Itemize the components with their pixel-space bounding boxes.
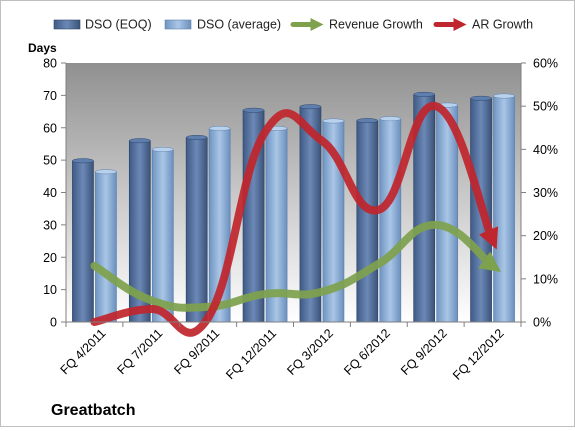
- bar-dso-eoq-cap: [129, 138, 151, 144]
- y2-tick-label: 0%: [533, 316, 551, 330]
- legend-label-revenue-growth: Revenue Growth: [329, 18, 423, 32]
- bar-dso-average-cap: [493, 93, 515, 99]
- y-axis-ticks: 0 10 20 30 40 50 60 70 80: [43, 57, 66, 330]
- y2-tick-label: 50%: [533, 100, 558, 114]
- bar-dso-average: [151, 149, 174, 323]
- y-tick-label: 30: [43, 218, 57, 232]
- bar-dso-average-cap: [152, 146, 174, 152]
- bar-dso-eoq-cap: [72, 158, 94, 164]
- bar-dso-average-cap: [379, 116, 402, 122]
- y2-axis-ticks: 0% 10% 20% 30% 40% 50% 60%: [521, 57, 558, 330]
- x-axis-ticks: FQ 4/2011 FQ 7/2011 FQ 9/2011 FQ 12/2011 FQ …: [58, 322, 522, 383]
- bar-dso-average-cap: [208, 125, 231, 131]
- bar-dso-eoq-cap: [413, 91, 435, 97]
- y2-tick-label: 20%: [533, 229, 558, 243]
- line-revenue-growth: [90, 220, 501, 312]
- y2-tick-label: 40%: [533, 143, 558, 157]
- bar-dso-eoq-cap: [356, 118, 379, 124]
- bar-dso-average: [379, 118, 402, 323]
- x-tick-label: FQ 12/2011: [223, 326, 279, 382]
- y-tick-label: 60: [43, 121, 57, 135]
- legend-label-dso-average: DSO (average): [197, 18, 281, 32]
- legend-label-dso-eoq: DSO (EOQ): [85, 18, 152, 32]
- y-tick-label: 50: [43, 154, 57, 168]
- bar-dso-average: [493, 95, 515, 323]
- bar-dso-eoq-cap: [470, 95, 492, 101]
- y-tick-label: 40: [43, 186, 57, 200]
- legend-swatch-dso-average: [164, 19, 192, 30]
- y-tick-label: 70: [43, 89, 57, 103]
- x-tick-label: FQ 7/2011: [114, 326, 165, 377]
- bar-dso-average-cap: [95, 169, 117, 175]
- legend-label-ar-growth: AR Growth: [472, 18, 533, 32]
- y-tick-label: 0: [50, 316, 57, 330]
- y-tick-label: 20: [43, 251, 57, 265]
- legend-swatch-dso-eoq: [53, 19, 81, 30]
- bar-dso-average: [436, 104, 459, 323]
- x-tick-label: FQ 6/2012: [341, 326, 393, 378]
- x-tick-label: FQ 9/2012: [398, 326, 450, 378]
- bar-dso-eoq: [356, 120, 379, 323]
- y2-tick-label: 30%: [533, 186, 558, 200]
- y-axis-title: Days: [28, 41, 57, 55]
- y-tick-label: 10: [43, 283, 57, 297]
- y2-tick-label: 60%: [533, 57, 558, 71]
- bar-dso-average-cap: [322, 118, 345, 124]
- bar-dso-eoq-cap: [185, 135, 208, 140]
- line-ar-growth: [90, 102, 499, 337]
- bar-dso-average: [95, 171, 117, 323]
- y-tick-label: 80: [43, 57, 57, 71]
- bar-dso-eoq: [185, 137, 208, 323]
- y2-tick-label: 10%: [533, 272, 558, 286]
- chart-title: Greatbatch: [51, 402, 135, 419]
- growth-lines: [90, 102, 501, 337]
- x-tick-label: FQ 4/2011: [58, 326, 109, 377]
- legend: DSO (EOQ) DSO (average) Revenue Growth A…: [53, 18, 533, 32]
- x-tick-label: FQ 12/2012: [450, 326, 507, 383]
- bar-dso-eoq-cap: [242, 107, 265, 113]
- bar-dso-eoq-cap: [299, 104, 322, 110]
- bar-dso-eoq: [72, 160, 94, 323]
- x-tick-label: FQ 3/2012: [284, 326, 336, 378]
